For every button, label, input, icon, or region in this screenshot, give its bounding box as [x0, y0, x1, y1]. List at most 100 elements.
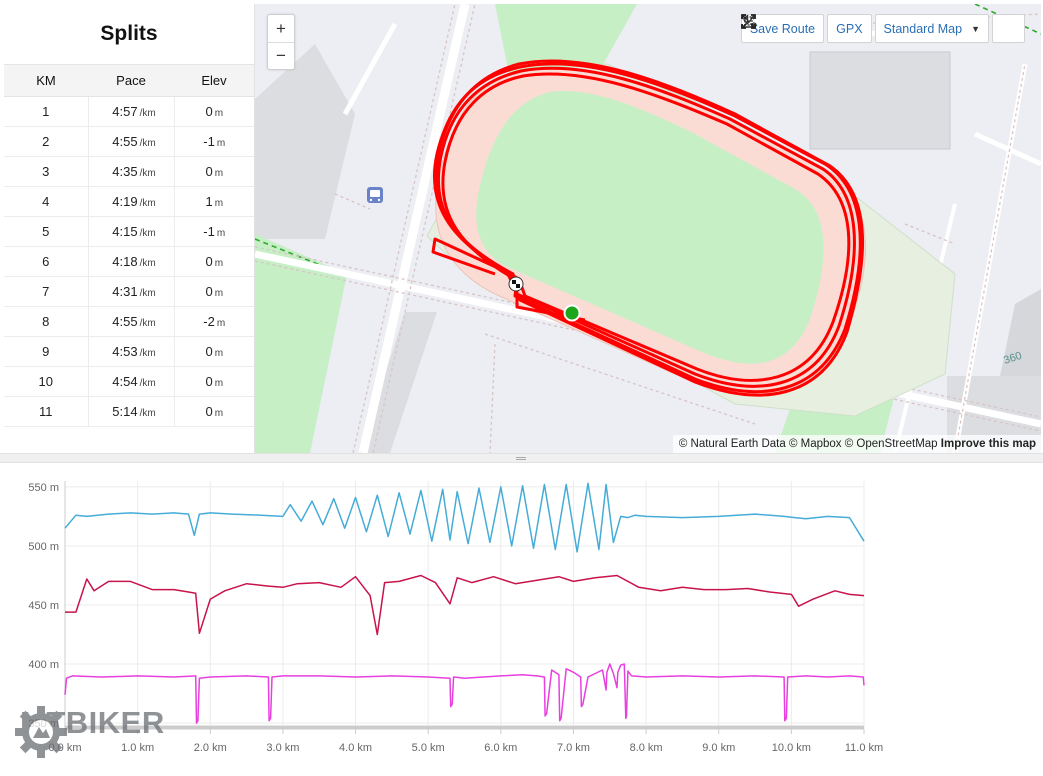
- fullscreen-button[interactable]: [740, 14, 1025, 43]
- x-axis: 0.0 km 1.0 km 2.0 km 3.0 km 4.0 km 5.0 km 6.0 …: [48, 729, 883, 754]
- y-tick-label: 500 m: [28, 541, 59, 553]
- split-row: 1 4:57/km 0 m: [4, 96, 254, 127]
- resize-divider[interactable]: [0, 453, 1043, 463]
- splits-title: Splits: [100, 22, 158, 45]
- series-2-line: [64, 663, 865, 724]
- column-header-km: KM: [4, 64, 88, 97]
- split-elev-value: 1: [205, 194, 213, 209]
- split-pace-value: 4:54: [112, 374, 138, 389]
- drag-handle-icon[interactable]: [516, 457, 526, 460]
- zoom-in-button[interactable]: +: [276, 18, 286, 38]
- split-km: 8: [4, 306, 89, 337]
- building: [1000, 289, 1041, 376]
- elev-unit: m: [214, 378, 224, 389]
- elev-unit: m: [216, 318, 226, 329]
- chart-series-layer: [64, 482, 865, 729]
- split-pace-value: 4:19: [112, 194, 138, 209]
- splits-header-row: KM Pace Elev: [4, 64, 254, 97]
- split-pace: 4:53/km: [88, 336, 174, 367]
- split-km: 7: [4, 276, 89, 307]
- split-km: 4: [4, 186, 89, 217]
- split-km: 1: [4, 96, 89, 127]
- map-canvas[interactable]: 360: [255, 4, 1041, 453]
- pace-unit: /km: [139, 318, 156, 329]
- split-row: 8 4:55/km -2 m: [4, 306, 254, 337]
- split-elev-value: 0: [205, 104, 213, 119]
- x-tick-label: 7.0 km: [557, 742, 590, 754]
- pace-unit: /km: [139, 198, 156, 209]
- split-pace-value: 5:14: [112, 404, 138, 419]
- x-tick-label: 6.0 km: [484, 742, 517, 754]
- split-km: 5: [4, 216, 89, 247]
- improve-map-link[interactable]: Improve this map: [940, 438, 1036, 450]
- split-pace-value: 4:18: [112, 254, 138, 269]
- split-row: 11 5:14/km 0 m: [4, 396, 254, 427]
- gpx-download-button[interactable]: GPX: [741, 14, 872, 43]
- split-row: 3 4:35/km 0 m: [4, 156, 254, 187]
- split-pace: 4:57/km: [88, 96, 174, 127]
- split-elev-value: 0: [205, 404, 213, 419]
- split-pace: 5:14/km: [88, 396, 174, 427]
- pace-unit: /km: [139, 288, 156, 299]
- mtbiker-watermark: MTBIKER: [14, 705, 165, 758]
- elev-unit: m: [214, 258, 224, 269]
- pace-unit: /km: [139, 348, 156, 359]
- split-km: 10: [4, 366, 89, 397]
- elev-unit: m: [214, 408, 224, 419]
- map-toolbar: Save Route GPX Standard Map ▼: [740, 14, 1025, 43]
- split-km: 3: [4, 156, 89, 187]
- x-tick-label: 10.0 km: [772, 742, 811, 754]
- park-area: [255, 234, 347, 453]
- split-elev-value: -2: [203, 314, 215, 329]
- split-pace-value: 4:55: [112, 314, 138, 329]
- building: [360, 312, 437, 453]
- split-km: 11: [4, 396, 89, 427]
- elev-unit: m: [216, 228, 226, 239]
- split-elev: -2 m: [173, 306, 254, 337]
- split-pace: 4:19/km: [88, 186, 174, 217]
- x-tick-label: 2.0 km: [194, 742, 227, 754]
- split-km: 6: [4, 246, 89, 277]
- split-km: 2: [4, 126, 89, 157]
- y-tick-label: 550 m: [28, 482, 59, 494]
- series-3-area: [65, 725, 864, 729]
- x-tick-label: 1.0 km: [121, 742, 154, 754]
- x-tick-label: 11.0 km: [845, 742, 883, 754]
- zoom-control: + −: [267, 14, 295, 70]
- gpx-label: GPX: [836, 21, 863, 36]
- column-header-elev: Elev: [174, 64, 254, 97]
- pace-unit: /km: [139, 168, 156, 179]
- elev-unit: m: [214, 108, 224, 119]
- elev-unit: m: [216, 138, 226, 149]
- series-0-line: [64, 482, 865, 553]
- pace-unit: /km: [139, 228, 156, 239]
- y-tick-label: 450 m: [28, 600, 59, 612]
- map-style-label: Standard Map: [883, 21, 963, 36]
- split-pace-value: 4:55: [112, 134, 138, 149]
- x-tick-label: 4.0 km: [339, 742, 372, 754]
- split-elev-value: -1: [203, 134, 215, 149]
- split-pace: 4:15/km: [88, 216, 174, 247]
- elev-unit: m: [214, 348, 224, 359]
- pace-unit: /km: [139, 258, 156, 269]
- split-pace-value: 4:15: [112, 224, 138, 239]
- x-tick-label: 3.0 km: [266, 742, 299, 754]
- split-row: 7 4:31/km 0 m: [4, 276, 254, 307]
- x-tick-label: 9.0 km: [702, 742, 735, 754]
- route-map[interactable]: 360 + − Save Route GPX Standard Map ▼: [255, 4, 1041, 453]
- splits-panel: Splits KM Pace Elev 1 4:57/km 0 m 2 4:55/km -1…: [4, 4, 255, 453]
- zoom-out-button[interactable]: −: [268, 42, 294, 69]
- pace-unit: /km: [139, 408, 156, 419]
- finish-flag-icon: [508, 276, 524, 292]
- splits-body: 1 4:57/km 0 m 2 4:55/km -1 m 3 4:35/km 0 m 4 4:19/km 1…: [4, 96, 254, 427]
- map-style-select[interactable]: Standard Map ▼: [874, 14, 989, 43]
- pace-unit: /km: [139, 378, 156, 389]
- caret-down-icon: ▼: [971, 23, 980, 34]
